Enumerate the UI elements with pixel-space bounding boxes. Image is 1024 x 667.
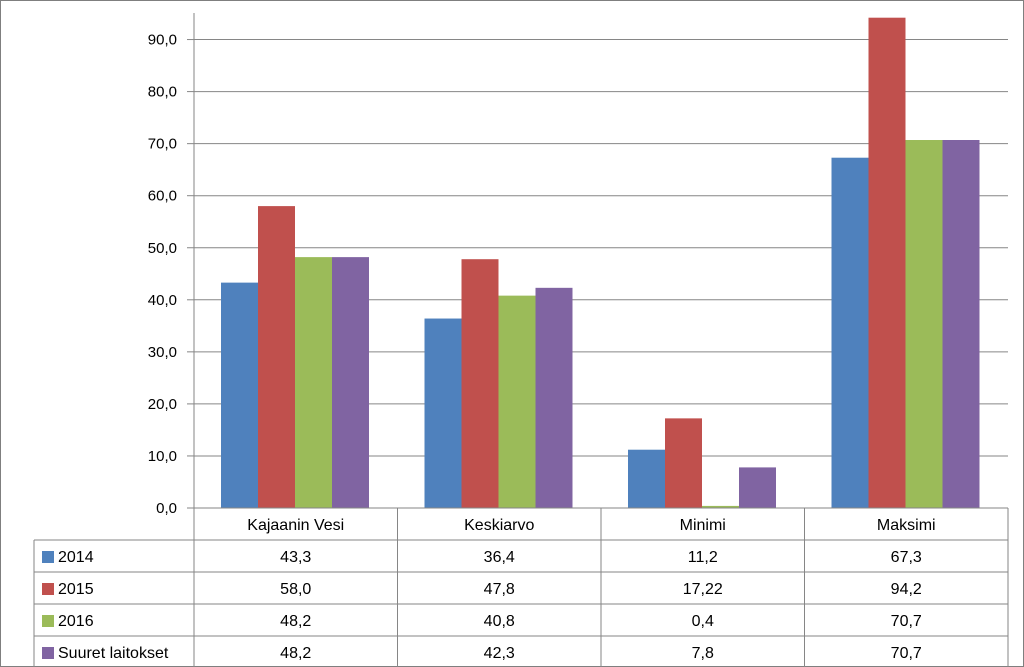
y-tick-label: 20,0 bbox=[148, 396, 177, 413]
category-label: Maksimi bbox=[877, 517, 936, 534]
category-label: Kajaanin Vesi bbox=[247, 517, 344, 534]
y-tick-label: 50,0 bbox=[148, 240, 177, 257]
y-tick-label: 40,0 bbox=[148, 292, 177, 309]
bar-2016 bbox=[702, 505, 739, 508]
table-value: 42,3 bbox=[484, 645, 515, 662]
bar-2016 bbox=[905, 140, 943, 508]
table-value: 40,8 bbox=[484, 613, 515, 630]
y-tick-label: 0,0 bbox=[156, 500, 177, 517]
table-value: 43,3 bbox=[280, 549, 311, 566]
table-value: 70,7 bbox=[891, 613, 922, 630]
bar-2015 bbox=[868, 17, 906, 509]
table-value: 36,4 bbox=[484, 549, 515, 566]
bar-suuret-laitokset bbox=[942, 140, 980, 508]
y-tick-label: 80,0 bbox=[148, 84, 177, 101]
y-tick-label: 10,0 bbox=[148, 448, 177, 465]
table-value: 70,7 bbox=[891, 645, 922, 662]
bar-2016 bbox=[295, 257, 332, 508]
y-tick-label: 90,0 bbox=[148, 32, 177, 49]
legend-label: 2015 bbox=[58, 581, 94, 598]
table-value: 67,3 bbox=[891, 549, 922, 566]
bar-suuret-laitokset bbox=[739, 467, 776, 508]
table-value: 48,2 bbox=[280, 613, 311, 630]
table-value: 0,4 bbox=[692, 613, 714, 630]
legend-label: 2014 bbox=[58, 549, 94, 566]
y-tick-label: 30,0 bbox=[148, 344, 177, 361]
legend-label: 2016 bbox=[58, 613, 94, 630]
y-tick-label: 60,0 bbox=[148, 188, 177, 205]
bar-2014 bbox=[221, 282, 258, 508]
bar-2016 bbox=[498, 295, 536, 508]
legend-key bbox=[42, 551, 54, 563]
bar-2015 bbox=[665, 418, 702, 508]
legend-key bbox=[42, 615, 54, 627]
table-value: 7,8 bbox=[692, 645, 714, 662]
legend-label: Suuret laitokset bbox=[58, 645, 169, 662]
category-label: Keskiarvo bbox=[464, 517, 534, 534]
category-label: Minimi bbox=[680, 517, 726, 534]
bar-suuret-laitokset bbox=[332, 257, 369, 508]
bar-2014 bbox=[831, 157, 869, 509]
legend-key bbox=[42, 647, 54, 659]
legend-key bbox=[42, 583, 54, 595]
bar-2014 bbox=[628, 449, 665, 508]
bar-2015 bbox=[461, 259, 499, 508]
table-value: 47,8 bbox=[484, 581, 515, 598]
bar-2014 bbox=[424, 318, 462, 508]
table-value: 11,2 bbox=[688, 549, 718, 566]
table-value: 17,22 bbox=[683, 581, 723, 598]
bar-suuret-laitokset bbox=[535, 287, 573, 508]
y-tick-label: 70,0 bbox=[148, 136, 177, 153]
bar-2015 bbox=[258, 206, 295, 509]
table-value: 48,2 bbox=[280, 645, 311, 662]
table-value: 94,2 bbox=[891, 581, 922, 598]
table-value: 58,0 bbox=[280, 581, 311, 598]
